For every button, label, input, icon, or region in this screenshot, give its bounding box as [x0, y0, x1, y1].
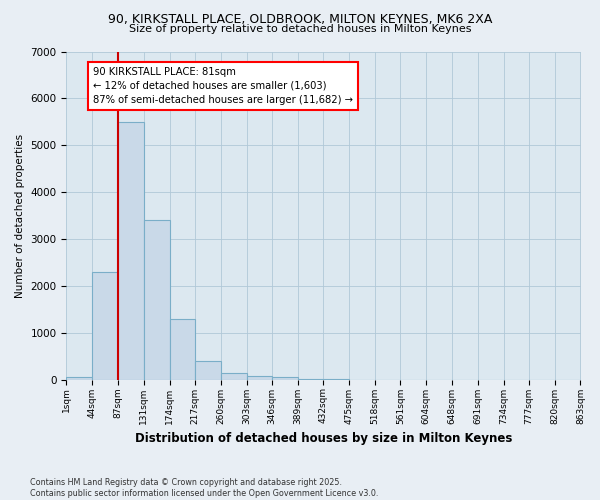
Bar: [92, 272, 118, 380]
Bar: [170, 318, 195, 380]
Y-axis label: Number of detached properties: Number of detached properties: [15, 134, 25, 298]
Bar: [67, 378, 92, 380]
Text: 90, KIRKSTALL PLACE, OLDBROOK, MILTON KEYNES, MK6 2XA: 90, KIRKSTALL PLACE, OLDBROOK, MILTON KE…: [108, 12, 492, 26]
Bar: [247, 376, 272, 380]
Bar: [195, 361, 221, 380]
Bar: [272, 378, 298, 380]
Text: Size of property relative to detached houses in Milton Keynes: Size of property relative to detached ho…: [129, 24, 471, 34]
Bar: [118, 122, 144, 380]
Bar: [221, 372, 247, 380]
X-axis label: Distribution of detached houses by size in Milton Keynes: Distribution of detached houses by size …: [135, 432, 512, 445]
Bar: [144, 220, 170, 380]
Text: 90 KIRKSTALL PLACE: 81sqm
← 12% of detached houses are smaller (1,603)
87% of se: 90 KIRKSTALL PLACE: 81sqm ← 12% of detac…: [93, 66, 353, 104]
Text: Contains HM Land Registry data © Crown copyright and database right 2025.
Contai: Contains HM Land Registry data © Crown c…: [30, 478, 379, 498]
